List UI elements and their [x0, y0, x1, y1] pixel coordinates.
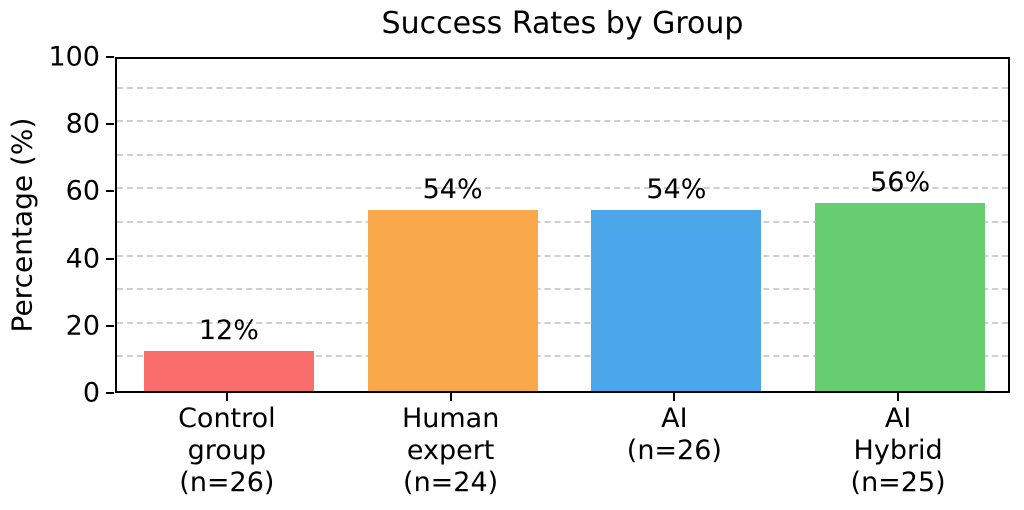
gridline — [117, 153, 1008, 156]
bar — [367, 209, 538, 391]
y-tick-label: 20 — [65, 310, 100, 342]
x-tick-label: Human expert (n=24) — [401, 403, 500, 498]
gridline — [117, 254, 1008, 257]
x-tick-mark — [897, 393, 900, 401]
y-tick-label: 80 — [65, 108, 100, 140]
x-axis-tick-labels: Control group (n=26) Human expert (n=24) A… — [115, 403, 1010, 503]
x-tick-label: AI (n=26) — [626, 403, 722, 466]
y-tick-label: 40 — [65, 243, 100, 275]
gridline — [117, 221, 1008, 223]
chart-title: Success Rates by Group — [381, 6, 744, 41]
x-tick-mark — [673, 393, 676, 401]
y-tick-label: 100 — [48, 41, 100, 73]
bar-value-label: 12% — [198, 314, 259, 346]
plot-area: 12% 54% 54% 56% — [115, 57, 1010, 393]
y-tick-mark — [106, 392, 114, 394]
y-tick-mark — [106, 123, 114, 126]
bar-value-label: 54% — [646, 173, 707, 205]
gridline — [117, 321, 1008, 324]
y-tick-mark — [106, 324, 114, 327]
bar-value-label: 54% — [422, 173, 483, 205]
y-tick-mark — [106, 190, 114, 193]
x-tick-mark — [449, 393, 452, 401]
gridline — [117, 288, 1008, 291]
x-tick-label: AI Hybrid (n=25) — [850, 403, 946, 498]
x-tick-mark — [225, 393, 228, 401]
gridline — [117, 86, 1008, 89]
gridline — [117, 355, 1008, 358]
y-tick-label: 60 — [65, 175, 100, 207]
y-axis-tick-labels: 0 20 40 60 80 100 — [0, 42, 100, 409]
y-tick-label: 0 — [82, 377, 100, 409]
gridline — [117, 187, 1008, 190]
bar-value-label: 56% — [870, 166, 931, 198]
y-tick-mark — [106, 257, 114, 260]
gridline — [117, 120, 1008, 123]
y-tick-mark — [106, 56, 114, 58]
x-tick-label: Control group (n=26) — [178, 403, 276, 498]
bar — [143, 350, 314, 391]
bar — [591, 209, 762, 391]
bar — [815, 202, 986, 391]
